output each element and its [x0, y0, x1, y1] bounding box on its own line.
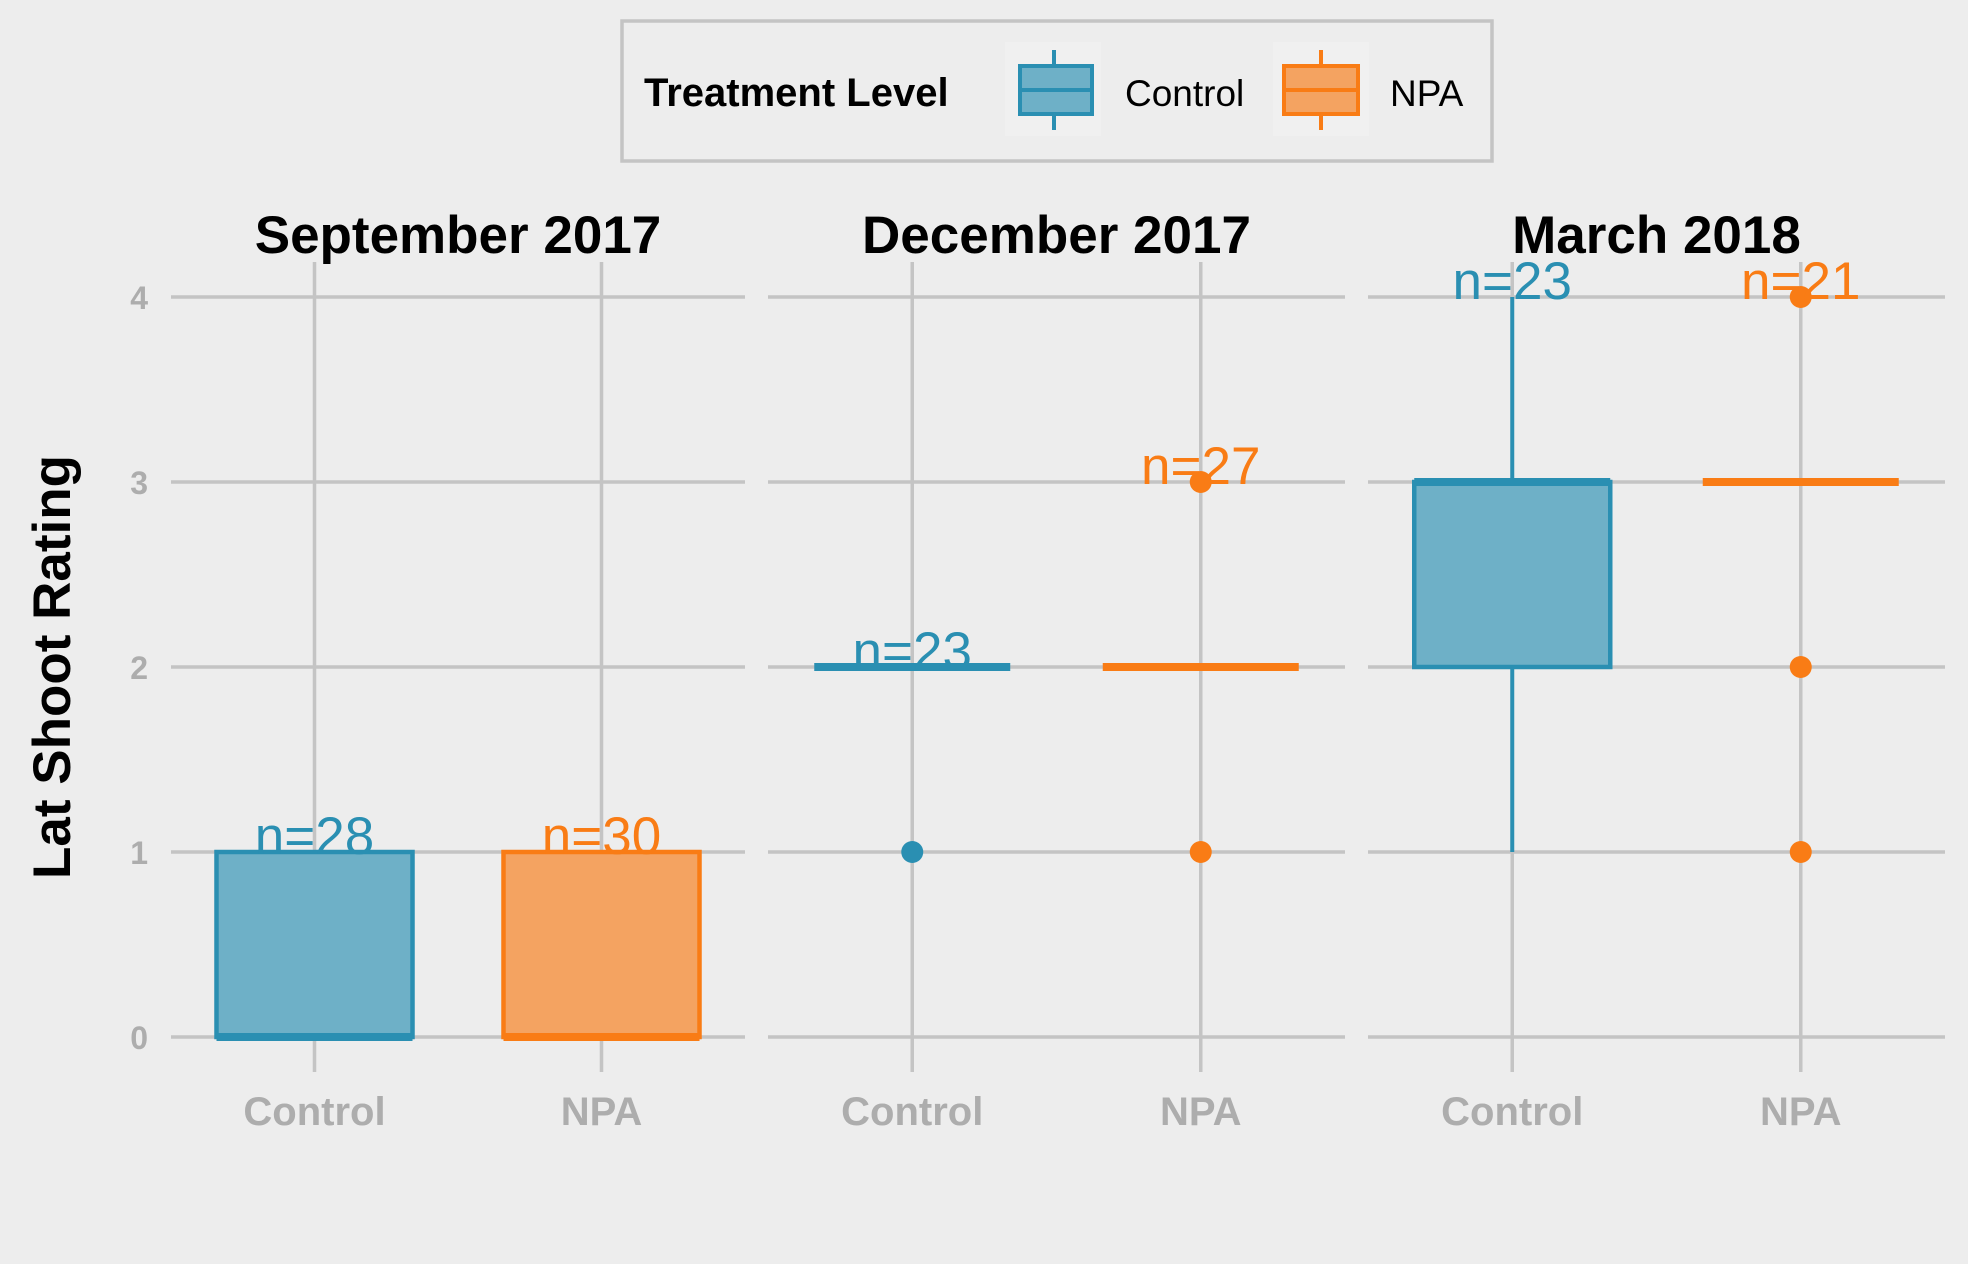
legend-label-control: Control: [1125, 73, 1244, 114]
marks-layer: [214, 286, 1899, 1041]
box-iqr: [1412, 479, 1613, 670]
box-npa: [501, 849, 702, 1041]
legend-key-npa: [1273, 42, 1369, 136]
legend-label-npa: NPA: [1390, 73, 1464, 114]
facet-title: March 2018: [1512, 206, 1801, 265]
n-label: n=23: [853, 622, 972, 681]
outlier-point: [901, 841, 924, 863]
outlier-point: [1789, 656, 1812, 678]
y-tick-label: 2: [130, 650, 148, 686]
box-npa: [1102, 471, 1299, 863]
legend-title: Treatment Level: [644, 71, 949, 115]
n-label: n=28: [255, 807, 374, 866]
facet-panel: [1412, 286, 1899, 863]
y-tick-label: 4: [130, 280, 148, 316]
box-control: [814, 663, 1011, 863]
legend: Treatment Level Control NPA: [620, 19, 1494, 163]
x-tick-label: NPA: [1160, 1090, 1241, 1134]
box-npa: [1702, 286, 1899, 863]
box-control: [1412, 297, 1613, 852]
n-label: n=30: [542, 807, 661, 866]
outlier-point: [1789, 841, 1812, 863]
outlier-point: [1789, 286, 1812, 308]
n-label: n=21: [1741, 252, 1860, 311]
box-iqr: [214, 849, 415, 1040]
x-tick-label: NPA: [561, 1090, 642, 1134]
y-tick-label: 1: [130, 835, 148, 871]
box-control: [214, 849, 415, 1041]
x-tick-label: Control: [1441, 1090, 1583, 1134]
n-label: n=23: [1453, 252, 1572, 311]
legend-key-control: [1005, 42, 1101, 136]
facet-title: September 2017: [255, 206, 662, 265]
facet-panel: [814, 471, 1299, 863]
y-tick-label: 3: [130, 465, 148, 501]
outlier-point: [1189, 471, 1212, 493]
x-tick-label: Control: [841, 1090, 983, 1134]
n-label: n=27: [1141, 437, 1260, 496]
facet-title: December 2017: [862, 206, 1251, 265]
grid-layer: [171, 262, 1945, 1072]
facet-panel: [214, 849, 702, 1041]
y-axis-title: Lat Shoot Rating: [23, 455, 82, 879]
box-iqr: [501, 849, 702, 1040]
x-tick-label: NPA: [1760, 1090, 1841, 1134]
outlier-point: [1189, 841, 1212, 863]
text-layer: 0 1 2 3 4 September 2017 n=28 n=30 Control NPA Dec…: [130, 206, 1860, 1134]
x-tick-label: Control: [243, 1090, 385, 1134]
y-tick-label: 0: [130, 1020, 148, 1056]
